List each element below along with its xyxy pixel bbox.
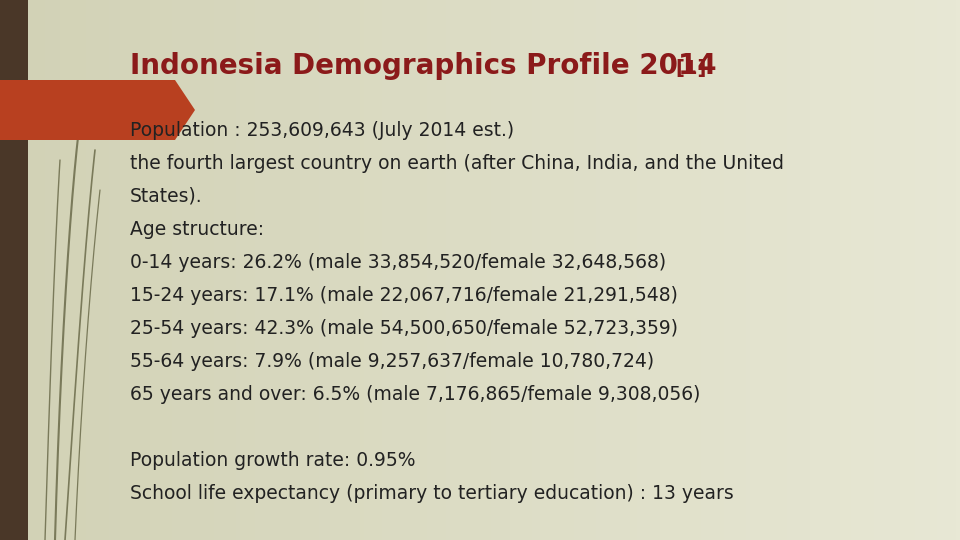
Text: School life expectancy (primary to tertiary education) : 13 years: School life expectancy (primary to terti… bbox=[130, 484, 733, 503]
Text: the fourth largest country on earth (after China, India, and the United: the fourth largest country on earth (aft… bbox=[130, 154, 784, 173]
Text: [1]: [1] bbox=[675, 59, 707, 78]
Text: 55-64 years: 7.9% (male 9,257,637/female 10,780,724): 55-64 years: 7.9% (male 9,257,637/female… bbox=[130, 352, 654, 371]
Text: States).: States). bbox=[130, 187, 203, 206]
Text: 0-14 years: 26.2% (male 33,854,520/female 32,648,568): 0-14 years: 26.2% (male 33,854,520/femal… bbox=[130, 253, 666, 272]
Polygon shape bbox=[0, 80, 195, 140]
Bar bbox=[0, 0, 28, 540]
Text: 65 years and over: 6.5% (male 7,176,865/female 9,308,056): 65 years and over: 6.5% (male 7,176,865/… bbox=[130, 385, 701, 404]
Text: Population : 253,609,643 (July 2014 est.): Population : 253,609,643 (July 2014 est.… bbox=[130, 121, 515, 140]
Text: Age structure:: Age structure: bbox=[130, 220, 264, 239]
Text: 25-54 years: 42.3% (male 54,500,650/female 52,723,359): 25-54 years: 42.3% (male 54,500,650/fema… bbox=[130, 319, 678, 338]
Text: Population growth rate: 0.95%: Population growth rate: 0.95% bbox=[130, 451, 416, 470]
Text: Indonesia Demographics Profile 2014: Indonesia Demographics Profile 2014 bbox=[130, 52, 727, 80]
Text: 15-24 years: 17.1% (male 22,067,716/female 21,291,548): 15-24 years: 17.1% (male 22,067,716/fema… bbox=[130, 286, 678, 305]
